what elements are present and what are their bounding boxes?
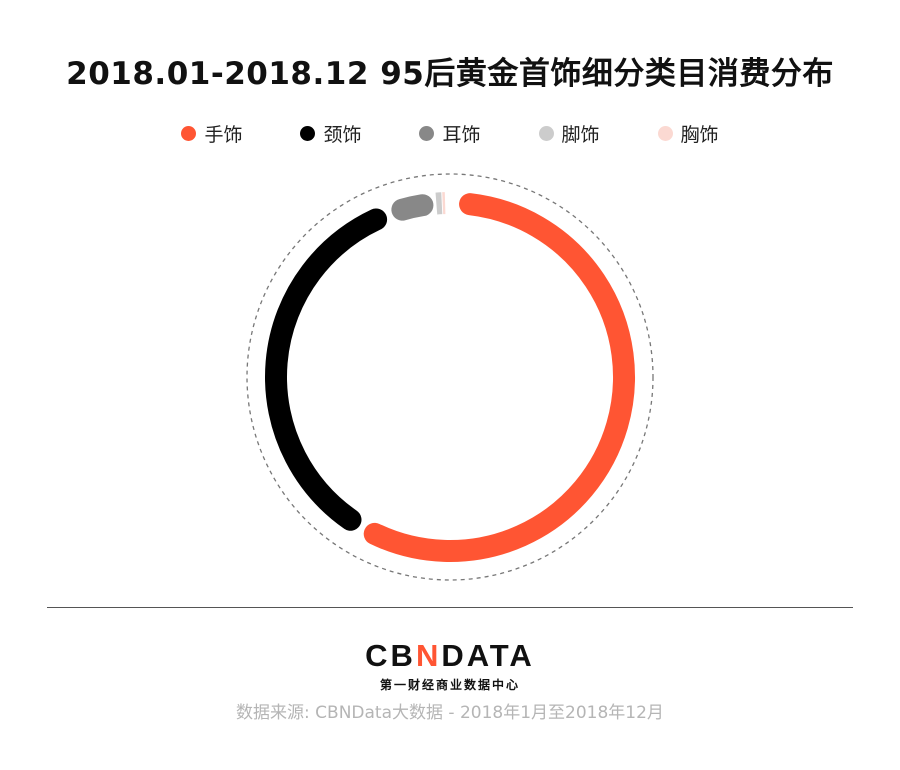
legend-item: 耳饰 <box>419 120 481 147</box>
divider <box>47 607 853 608</box>
legend-label: 胸饰 <box>680 124 719 146</box>
data-source: 数据来源: CBNData大数据 - 2018年1月至2018年12月 <box>236 703 664 723</box>
legend-label: 耳饰 <box>442 124 481 146</box>
donut-segment-1 <box>265 208 388 531</box>
legend: 手饰 颈饰 耳饰 脚饰 胸饰 <box>0 120 900 147</box>
legend-item: 颈饰 <box>300 120 361 147</box>
legend-swatch <box>181 126 197 141</box>
legend-item: 脚饰 <box>538 120 600 147</box>
donut-chart <box>246 173 654 581</box>
donut-segment-0 <box>363 193 635 562</box>
dashed-outer-ring <box>246 173 654 581</box>
legend-label: 颈饰 <box>323 124 362 146</box>
cbndata-logo: CBNDATA <box>365 638 535 673</box>
legend-swatch <box>657 126 673 141</box>
legend-swatch <box>538 126 554 141</box>
legend-label: 脚饰 <box>561 124 600 146</box>
legend-item: 胸饰 <box>657 120 719 147</box>
legend-item: 手饰 <box>181 120 242 147</box>
donut-segment-2 <box>391 194 434 221</box>
legend-swatch <box>300 126 316 141</box>
legend-label: 手饰 <box>204 124 243 146</box>
chart-title: 2018.01-2018.12 95后黄金首饰细分类目消费分布 <box>66 56 834 92</box>
logo-subtitle: 第一财经商业数据中心 <box>379 678 520 692</box>
legend-swatch <box>419 126 435 141</box>
